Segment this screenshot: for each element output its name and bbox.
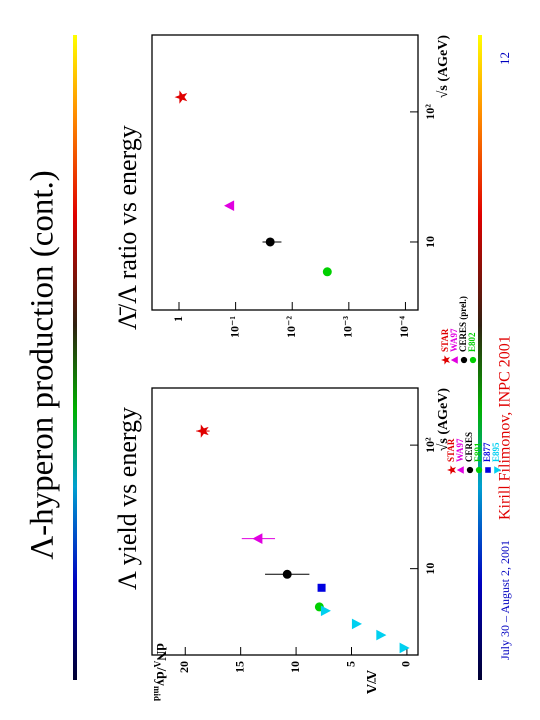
marker: [174, 90, 188, 104]
y-axis-label-part: mid: [152, 686, 162, 701]
plot-frame: [151, 387, 419, 656]
legend-label: CERES (prel.): [458, 296, 468, 352]
legend-marker: [447, 465, 456, 475]
legend-marker: [494, 466, 502, 474]
legend-marker: [456, 466, 464, 474]
marker: [195, 424, 209, 438]
legend-label: E802: [467, 332, 477, 352]
x-tick-label: 10: [423, 563, 437, 575]
legend-label: CERES: [464, 432, 474, 462]
y-tick-label: 10: [288, 661, 302, 673]
legend-marker: [466, 466, 474, 474]
legend-label: E877: [482, 442, 492, 462]
y-tick-label: 10⁻¹: [227, 316, 241, 338]
marker: [399, 642, 410, 654]
x-tick-label: 10: [423, 236, 437, 248]
legend-label: STAR: [446, 438, 456, 462]
footer-author: Kirill Filimonov, INPC 2001: [497, 335, 514, 520]
x-axis-label: √s (AGeV): [436, 388, 451, 452]
marker: [351, 618, 363, 630]
marker: [252, 533, 263, 544]
slide-content: Λ-hyperon production (cont.) July 30 – A…: [25, 34, 514, 701]
y-tick-label: 10⁻⁴: [397, 316, 411, 338]
y-tick-label: 0: [399, 661, 413, 667]
slide-title: Λ-hyperon production (cont.): [25, 170, 61, 560]
y-tick-label: 1: [171, 316, 185, 322]
legend-label: STAR: [440, 328, 450, 352]
y-tick-label: 5: [343, 661, 357, 667]
page-number: 12: [497, 52, 512, 65]
color-bar: [73, 35, 77, 680]
chart-title: Λ̄/Λ ratio vs energy: [113, 125, 142, 330]
marker: [317, 583, 326, 592]
y-axis-label-part: dN: [153, 643, 168, 661]
legend-label: E895: [491, 442, 501, 462]
marker: [376, 629, 387, 641]
y-tick-label: 10⁻³: [341, 316, 355, 338]
x-tick-label: 10²: [423, 437, 437, 453]
x-axis-label: √s (AGeV): [436, 35, 451, 99]
legend-label: E891: [473, 442, 483, 462]
legend-marker: [469, 356, 477, 364]
chart-title: Λ yield vs energy: [113, 407, 142, 590]
y-axis-label-part: Λ̄/Λ: [363, 670, 378, 694]
y-tick-label: 20: [177, 661, 191, 673]
y-axis-label: Λ̄/Λ: [363, 670, 378, 694]
marker: [282, 569, 292, 579]
y-axis-label-part: /dy: [153, 666, 168, 686]
legend-label: WA97: [449, 328, 459, 352]
plot-frame: [151, 34, 419, 311]
y-axis-label-part: Λ: [152, 661, 162, 668]
legend-marker: [485, 467, 491, 473]
y-tick-label: 15: [232, 661, 246, 673]
legend-marker: [475, 466, 483, 474]
y-axis-label: dNΛ/dymid: [152, 643, 168, 701]
x-tick-label: 10²: [423, 104, 437, 120]
legend-marker: [441, 355, 450, 365]
marker: [265, 237, 275, 247]
marker: [320, 605, 331, 617]
color-bar: [478, 35, 482, 680]
footer-date: July 30 – August 2, 2001: [498, 540, 512, 660]
legend-marker: [460, 356, 468, 364]
legend-label: WA97: [455, 438, 465, 462]
y-tick-label: 10⁻²: [284, 316, 298, 338]
marker: [322, 267, 332, 277]
legend-marker: [450, 356, 458, 364]
marker: [224, 200, 235, 212]
